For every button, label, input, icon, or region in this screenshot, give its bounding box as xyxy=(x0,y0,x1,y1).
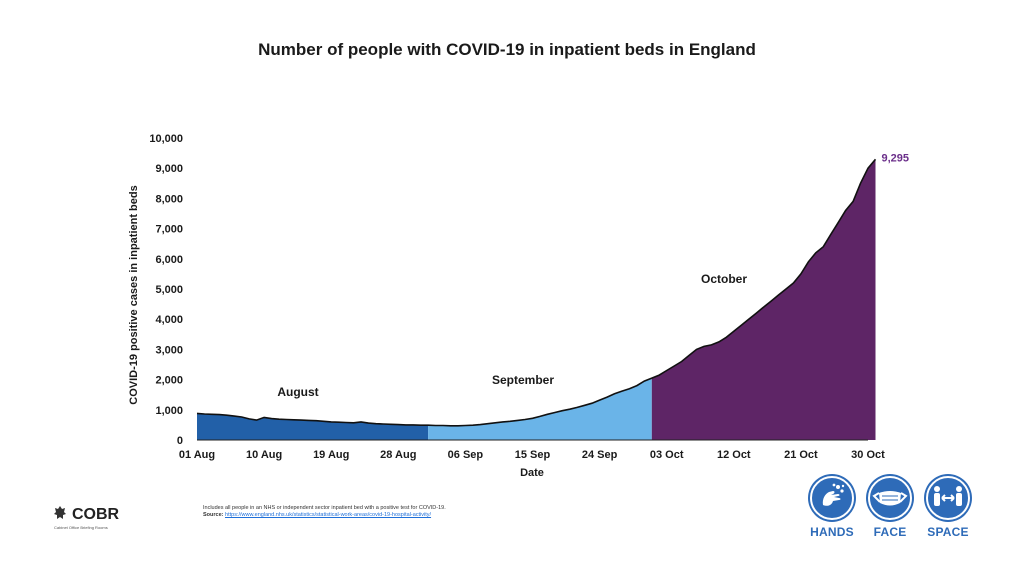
series-label-group: August September October xyxy=(277,272,747,399)
hands-wash-icon xyxy=(808,474,856,522)
x-tick-label: 01 Aug xyxy=(179,449,215,461)
x-tick-labels: 01 Aug 10 Aug 19 Aug 28 Aug 06 Sep 15 Sep 24 S… xyxy=(179,449,885,461)
x-axis-label: Date xyxy=(520,467,544,479)
cobr-logo: COBR xyxy=(52,505,119,524)
y-tick-label: 0 xyxy=(177,435,183,447)
x-tick-label: 12 Oct xyxy=(717,449,751,461)
y-tick-label: 5,000 xyxy=(155,284,183,296)
area-october xyxy=(651,159,876,441)
x-tick-label: 28 Aug xyxy=(380,449,416,461)
note-text: Includes all people in an NHS or indepen… xyxy=(203,505,446,511)
end-value-label: 9,295 xyxy=(881,152,909,164)
y-axis-label: COVID-19 positive cases in inpatient bed… xyxy=(128,185,140,404)
x-tick-label: 03 Oct xyxy=(650,449,684,461)
source-label: Source: xyxy=(203,512,224,518)
face-label: FACE xyxy=(873,525,907,539)
space-campaign-item: SPACE xyxy=(924,474,972,539)
area-september xyxy=(428,378,652,440)
y-tick-label: 1,000 xyxy=(155,405,183,417)
x-tick-label: 24 Sep xyxy=(582,449,618,461)
social-distance-icon xyxy=(924,474,972,522)
y-tick-label: 6,000 xyxy=(155,254,183,266)
series-label-august: August xyxy=(277,385,318,399)
y-tick-label: 7,000 xyxy=(155,224,183,236)
y-tick-label: 9,000 xyxy=(155,163,183,175)
y-tick-label: 8,000 xyxy=(155,193,183,205)
y-tick-label: 10,000 xyxy=(149,133,183,145)
x-tick-label: 15 Sep xyxy=(515,449,551,461)
space-label: SPACE xyxy=(927,525,969,539)
x-tick-label: 21 Oct xyxy=(784,449,818,461)
logo-text: COBR xyxy=(72,506,120,523)
y-tick-label: 4,000 xyxy=(155,314,183,326)
y-tick-label: 3,000 xyxy=(155,344,183,356)
y-tick-labels: 0 1,000 2,000 3,000 4,000 5,000 6,000 7,000 8,00… xyxy=(149,133,183,447)
x-tick-label: 10 Aug xyxy=(246,449,282,461)
area-august xyxy=(197,413,429,440)
x-tick-label: 06 Sep xyxy=(448,449,484,461)
y-tick-label: 2,000 xyxy=(155,375,183,387)
face-campaign-item: FACE xyxy=(866,474,914,539)
series-label-september: September xyxy=(492,373,554,387)
source-link[interactable]: https://www.england.nhs.uk/statistics/st… xyxy=(225,512,432,518)
x-tick-label: 19 Aug xyxy=(313,449,349,461)
x-tick-label: 30 Oct xyxy=(851,449,885,461)
chart-title: Number of people with COVID-19 in inpati… xyxy=(258,40,756,59)
series-label-october: October xyxy=(701,272,747,286)
royal-crest-icon xyxy=(52,505,68,521)
hands-label: HANDS xyxy=(810,525,854,539)
hands-campaign-item: HANDS xyxy=(808,474,856,539)
logo-subtext: Cabinet Office Briefing Rooms xyxy=(54,525,108,530)
chart-footnote: Includes all people in an NHS or indepen… xyxy=(203,505,623,519)
face-mask-icon xyxy=(866,474,914,522)
series-outline xyxy=(196,158,877,427)
